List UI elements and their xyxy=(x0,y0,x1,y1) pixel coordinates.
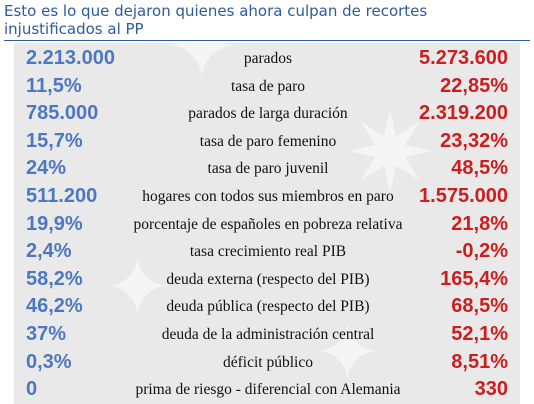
previous-value: 2.213.000 xyxy=(26,47,115,69)
indicator-label: deuda pública (respecto del PIB) xyxy=(166,298,370,316)
comparison-panel: ✦ ✷ ✦ ✦ 2.213.000 parados 5.273.600 11,5% ta… xyxy=(14,43,520,404)
previous-value: 24% xyxy=(26,157,67,180)
table-row: 2,4% tasa crecimiento real PIB -0,2% xyxy=(14,238,520,266)
current-value: 5.273.600 xyxy=(419,47,508,69)
indicator-label: deuda de la administración central xyxy=(161,325,375,343)
table-row: 15,7% tasa de paro femenino 23,32% xyxy=(14,128,520,156)
indicator-label: hogares con todos sus miembros en paro xyxy=(142,187,394,205)
current-value: 22,85% xyxy=(440,74,508,97)
indicator-label: tasa de paro xyxy=(230,77,306,95)
previous-value: 46,2% xyxy=(26,295,83,318)
previous-value: 15,7% xyxy=(26,129,83,152)
background-star-icon: ✷ xyxy=(344,89,437,217)
previous-value: 785.000 xyxy=(26,102,99,125)
headline-line-2: injustificados al PP xyxy=(4,20,144,38)
table-row: 24% tasa de paro juvenil 48,5% xyxy=(14,155,520,183)
indicator-label: tasa crecimiento real PIB xyxy=(189,243,347,261)
table-row: 0,3% déficit público 8,51% xyxy=(14,349,520,377)
previous-value: 0,3% xyxy=(26,350,72,373)
indicator-label: deuda externa (respecto del PIB) xyxy=(166,270,370,288)
indicator-label: parados xyxy=(243,50,293,67)
table-row: 785.000 parados de larga duración 2.319.20… xyxy=(14,100,520,128)
indicator-label: porcentaje de españoles en pobreza relat… xyxy=(133,215,403,233)
table-row: 46,2% deuda pública (respecto del PIB) 68,… xyxy=(14,293,520,321)
current-value: -0,2% xyxy=(455,240,508,263)
current-value: 48,5% xyxy=(451,157,508,180)
current-value: 1.575.000 xyxy=(419,184,508,207)
current-value: 21,8% xyxy=(451,212,508,235)
current-value: 23,32% xyxy=(440,129,508,152)
current-value: 52,1% xyxy=(451,322,508,345)
previous-value: 511.200 xyxy=(26,184,98,207)
comparison-table: 2.213.000 parados 5.273.600 11,5% tasa de pa… xyxy=(14,45,520,404)
current-value: 2.319.200 xyxy=(419,102,508,125)
headline: Esto es lo que dejaron quienes ahora cul… xyxy=(4,2,530,38)
background-star-icon: ✦ xyxy=(104,241,172,334)
previous-value: 58,2% xyxy=(26,267,83,290)
previous-value: 11,5% xyxy=(26,74,82,97)
table-row: 11,5% tasa de paro 22,85% xyxy=(14,73,520,101)
table-row: 2.213.000 parados 5.273.600 xyxy=(14,45,520,73)
indicator-label: déficit público xyxy=(223,353,313,371)
current-value: 68,5% xyxy=(451,295,508,318)
headline-divider xyxy=(4,40,530,41)
table-row: 58,2% deuda externa (respecto del PIB) 165… xyxy=(14,266,520,294)
background-star-icon: ✦ xyxy=(164,43,240,100)
headline-line-1: Esto es lo que dejaron quienes ahora cul… xyxy=(4,2,428,20)
indicator-label: prima de riesgo - diferencial con Aleman… xyxy=(135,381,401,399)
table-row: 511.200 hogares con todos sus miembros en… xyxy=(14,183,520,211)
table-row: 19,9% porcentaje de españoles en pobreza … xyxy=(14,211,520,239)
previous-value: 37% xyxy=(26,322,67,345)
current-value: 8,51% xyxy=(451,350,508,373)
indicator-label: parados de larga duración xyxy=(188,105,348,123)
background-star-icon: ✦ xyxy=(314,306,382,399)
table-row: 37% deuda de la administración central 52,… xyxy=(14,321,520,349)
current-value: 165,4% xyxy=(440,267,508,290)
indicator-label: tasa de paro juvenil xyxy=(207,160,329,178)
previous-value: 0 xyxy=(26,378,38,401)
previous-value: 2,4% xyxy=(26,240,72,263)
table-row: 0 prima de riesgo - diferencial con Alema… xyxy=(14,376,520,404)
indicator-label: tasa de paro femenino xyxy=(199,132,337,150)
previous-value: 19,9% xyxy=(26,212,83,235)
current-value: 330 xyxy=(474,378,508,401)
